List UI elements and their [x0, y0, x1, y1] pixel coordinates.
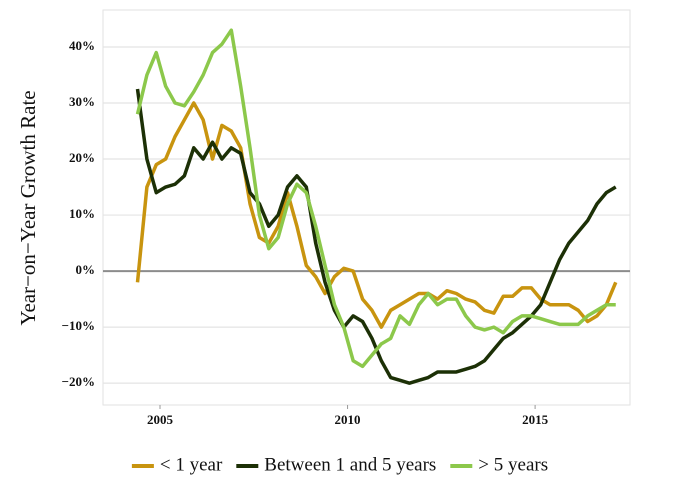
- y-tick-label: 0%: [76, 262, 96, 277]
- plot-frame: [102, 9, 631, 406]
- series-line: [135, 101, 618, 329]
- legend-label: > 5 years: [478, 454, 548, 475]
- y-tick-label: −10%: [62, 318, 95, 333]
- y-tick-label: 10%: [69, 206, 95, 221]
- y-tick-label: 30%: [69, 94, 95, 109]
- y-axis-label: Year−on−Year Growth Rate: [16, 90, 40, 325]
- x-tick-label: 2010: [335, 412, 361, 427]
- y-tick-label: 40%: [69, 38, 95, 53]
- x-tick-label: 2005: [147, 412, 174, 427]
- y-tick-label: 20%: [69, 150, 95, 165]
- series-line: [135, 28, 616, 369]
- legend-label: < 1 year: [160, 454, 223, 475]
- y-tick-label: −20%: [62, 374, 95, 389]
- legend-label: Between 1 and 5 years: [264, 454, 436, 475]
- x-tick-label: 2015: [522, 412, 549, 427]
- series-line: [135, 88, 617, 385]
